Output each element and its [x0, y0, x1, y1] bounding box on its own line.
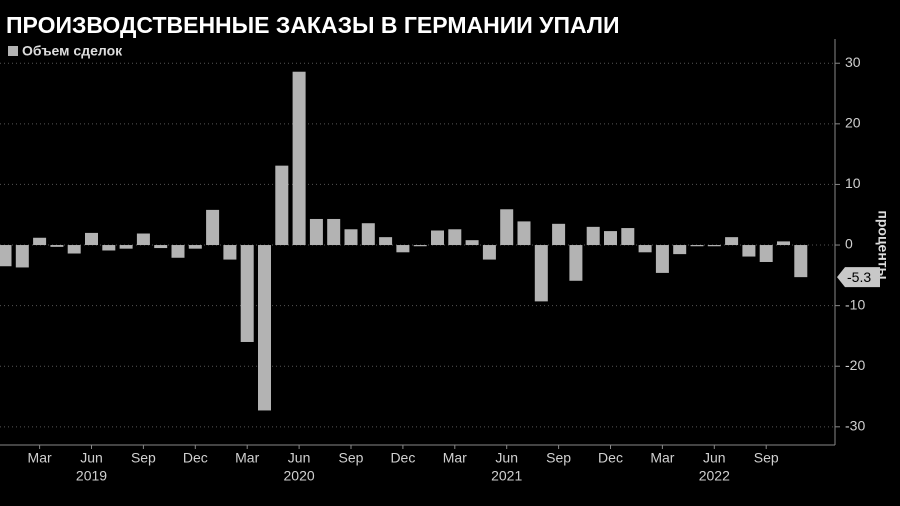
x-tick-label: Dec [390, 450, 415, 466]
y-axis-label: проценты [875, 210, 891, 279]
x-year-label: 2020 [284, 468, 315, 484]
x-tick-label: Jun [703, 450, 726, 466]
bar [517, 221, 531, 246]
last-value-box [837, 267, 880, 288]
bar [448, 229, 462, 246]
bar [33, 237, 47, 246]
bar [690, 245, 704, 247]
x-tick-label: Dec [183, 450, 208, 466]
bar [725, 237, 739, 246]
bar [552, 223, 566, 246]
y-tick-label: 0 [845, 236, 853, 252]
bar [673, 245, 687, 255]
x-year-label: 2019 [76, 468, 107, 484]
x-year-label: 2021 [491, 468, 522, 484]
bar [258, 245, 271, 411]
bar [638, 245, 652, 253]
bar [431, 230, 444, 246]
y-tick-label: 10 [845, 175, 861, 191]
x-tick-label: Sep [131, 450, 156, 466]
chart-title: ПРОИЗВОДСТВЕННЫЕ ЗАКАЗЫ В ГЕРМАНИИ УПАЛИ [6, 12, 620, 38]
y-tick-label: -10 [845, 296, 865, 312]
bar [154, 245, 168, 249]
y-tick-label: -30 [845, 418, 865, 434]
bar [396, 245, 410, 253]
bar [413, 245, 427, 247]
bar [621, 228, 635, 246]
x-tick-label: Jun [80, 450, 103, 466]
bar [379, 237, 393, 246]
bar [465, 240, 479, 246]
bar [361, 223, 375, 246]
y-tick-label: 30 [845, 54, 861, 70]
bar [534, 245, 548, 302]
x-tick-label: Dec [598, 450, 623, 466]
x-tick-label: Sep [546, 450, 571, 466]
bar [655, 245, 669, 273]
x-tick-label: Mar [650, 450, 674, 466]
x-tick-label: Mar [28, 450, 52, 466]
bar [292, 71, 306, 246]
last-value-label: -5.3 [847, 269, 871, 285]
bar [327, 218, 341, 246]
bar [500, 209, 514, 246]
bar [586, 226, 600, 246]
y-tick-label: -20 [845, 357, 865, 373]
bar [794, 245, 808, 278]
bar [171, 245, 185, 258]
x-tick-label: Mar [235, 450, 259, 466]
bar [759, 245, 773, 262]
x-tick-label: Sep [339, 450, 364, 466]
bar [777, 241, 790, 246]
bar [15, 245, 29, 268]
bar [67, 245, 81, 254]
bar [275, 165, 289, 246]
legend-label: Объем сделок [22, 43, 123, 59]
x-tick-label: Jun [288, 450, 311, 466]
bar [50, 245, 64, 247]
bar [240, 245, 254, 342]
bar [742, 245, 756, 257]
y-tick-label: 20 [845, 115, 861, 131]
bar [482, 245, 496, 260]
bar [604, 231, 617, 246]
bar [206, 209, 220, 246]
bar [707, 245, 721, 247]
bar [119, 245, 133, 249]
legend-swatch [8, 46, 18, 56]
x-tick-label: Jun [495, 450, 518, 466]
bar [569, 245, 583, 281]
x-year-label: 2022 [699, 468, 730, 484]
bar [223, 245, 237, 260]
bar [85, 232, 98, 246]
bar [344, 229, 358, 246]
x-tick-label: Sep [754, 450, 779, 466]
bar [136, 233, 150, 246]
bar [102, 245, 116, 251]
x-tick-label: Mar [443, 450, 467, 466]
bar [0, 245, 12, 267]
bar [309, 218, 323, 246]
bar [188, 245, 202, 249]
